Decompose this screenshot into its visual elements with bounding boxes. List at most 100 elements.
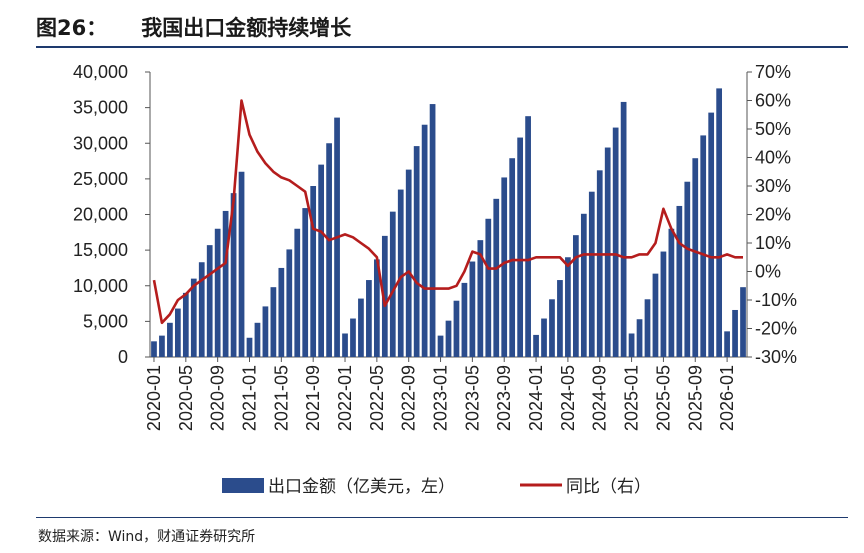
export-bar (286, 249, 293, 357)
right-tick-label: 20% (755, 205, 791, 225)
export-bar (485, 218, 492, 357)
x-tick-label: 2021-01 (240, 365, 260, 431)
x-tick-label: 2024-01 (526, 365, 546, 431)
x-tick-label: 2023-05 (462, 365, 482, 431)
export-bar (198, 262, 205, 357)
export-bar (254, 322, 261, 357)
export-bar (294, 228, 301, 357)
x-tick-label: 2024-09 (590, 365, 610, 431)
export-bar (238, 171, 245, 357)
figure-number: 图26： (36, 16, 108, 40)
export-bar (740, 287, 746, 357)
export-bar (366, 280, 372, 357)
x-tick-label: 2023-09 (494, 365, 514, 431)
export-bar (533, 334, 539, 357)
x-tick-label: 2022-09 (399, 365, 419, 431)
left-tick-label: 15,000 (73, 240, 128, 260)
export-bar (549, 299, 555, 357)
export-bar (517, 137, 524, 357)
x-tick-label: 2026-01 (717, 365, 737, 431)
export-bar (469, 261, 476, 357)
export-bar (596, 170, 603, 357)
legend-bar-label: 出口金额（亿美元，左） (268, 477, 455, 497)
export-bar (612, 127, 619, 357)
axes-group: 0 5,000 10,000 15,000 20,000 25,000 30,000 35,0… (73, 62, 797, 431)
left-tick-label: 30,000 (73, 133, 128, 153)
export-bar (413, 146, 420, 357)
right-tick-label: 40% (755, 148, 791, 168)
export-bar (732, 309, 738, 357)
source-note: 数据来源：Wind，财通证券研究所 (38, 529, 256, 545)
x-tick-label: 2021-09 (303, 365, 323, 431)
export-bar (676, 205, 683, 357)
left-tick-label: 20,000 (73, 205, 128, 225)
export-bar (501, 177, 508, 357)
right-tick-label: -10% (755, 290, 797, 310)
export-bar (652, 273, 659, 357)
export-bar (397, 189, 404, 357)
x-tick-label: 2020-05 (176, 365, 196, 431)
export-bar (724, 331, 730, 357)
export-bar (222, 210, 229, 357)
export-bar (636, 319, 643, 357)
export-bar (214, 228, 221, 357)
x-tick-label: 2020-01 (144, 365, 164, 431)
x-tick-label: 2023-01 (431, 365, 451, 431)
export-bar (453, 300, 460, 357)
left-tick-label: 0 (118, 347, 128, 367)
export-bar (525, 116, 531, 357)
right-tick-label: 0% (755, 262, 781, 282)
export-bar (541, 318, 547, 357)
left-tick-label: 40,000 (73, 62, 128, 82)
export-bar (445, 320, 452, 357)
export-bar (493, 198, 500, 357)
right-tick-label: -20% (755, 319, 797, 339)
x-tick-label: 2025-09 (685, 365, 705, 431)
export-bar (565, 257, 571, 357)
right-tick-label: 50% (755, 119, 791, 139)
export-bar (700, 135, 707, 357)
line-series-group (152, 99, 743, 325)
right-tick-label: -30% (755, 347, 797, 367)
top-rule (36, 46, 848, 48)
x-tick-label: 2025-05 (653, 365, 673, 431)
export-bar (151, 341, 157, 357)
export-chart: 0 5,000 10,000 15,000 20,000 25,000 30,000 35,0… (73, 62, 797, 497)
right-tick-label: 30% (755, 176, 791, 196)
export-bar (174, 308, 181, 357)
export-bar (668, 228, 675, 357)
export-bar (708, 112, 715, 357)
export-bar (437, 335, 444, 357)
export-bar (206, 245, 213, 357)
x-tick-label: 2022-01 (335, 365, 355, 431)
export-bar (461, 282, 468, 357)
export-bar (644, 299, 651, 357)
export-bar (358, 298, 364, 357)
legend: 出口金额（亿美元，左） 同比（右） (222, 477, 651, 497)
export-bar (318, 164, 325, 357)
export-bar (620, 101, 627, 357)
x-tick-label: 2025-01 (622, 365, 642, 431)
right-tick-label: 10% (755, 233, 791, 253)
export-bar (580, 213, 587, 357)
left-tick-label: 35,000 (73, 98, 128, 118)
x-tick-label: 2020-09 (208, 365, 228, 431)
x-tick-label: 2024-05 (558, 365, 578, 431)
left-tick-label: 5,000 (83, 311, 128, 331)
bottom-rule (36, 517, 848, 518)
export-bar (159, 335, 165, 357)
export-bar (190, 278, 197, 357)
export-bar (660, 251, 667, 357)
export-bar (302, 208, 309, 357)
export-bar (270, 287, 277, 357)
export-bar (421, 124, 428, 357)
x-tick-label: 2022-05 (367, 365, 387, 431)
yoy-line (152, 99, 743, 325)
legend-bar-swatch (222, 478, 264, 493)
export-bar (588, 191, 595, 357)
export-bar (278, 267, 285, 357)
figure-title-row: 图26： 我国出口金额持续增长 (36, 12, 351, 42)
export-bar (326, 143, 332, 357)
export-bar (557, 280, 563, 357)
bar-series (151, 88, 746, 357)
